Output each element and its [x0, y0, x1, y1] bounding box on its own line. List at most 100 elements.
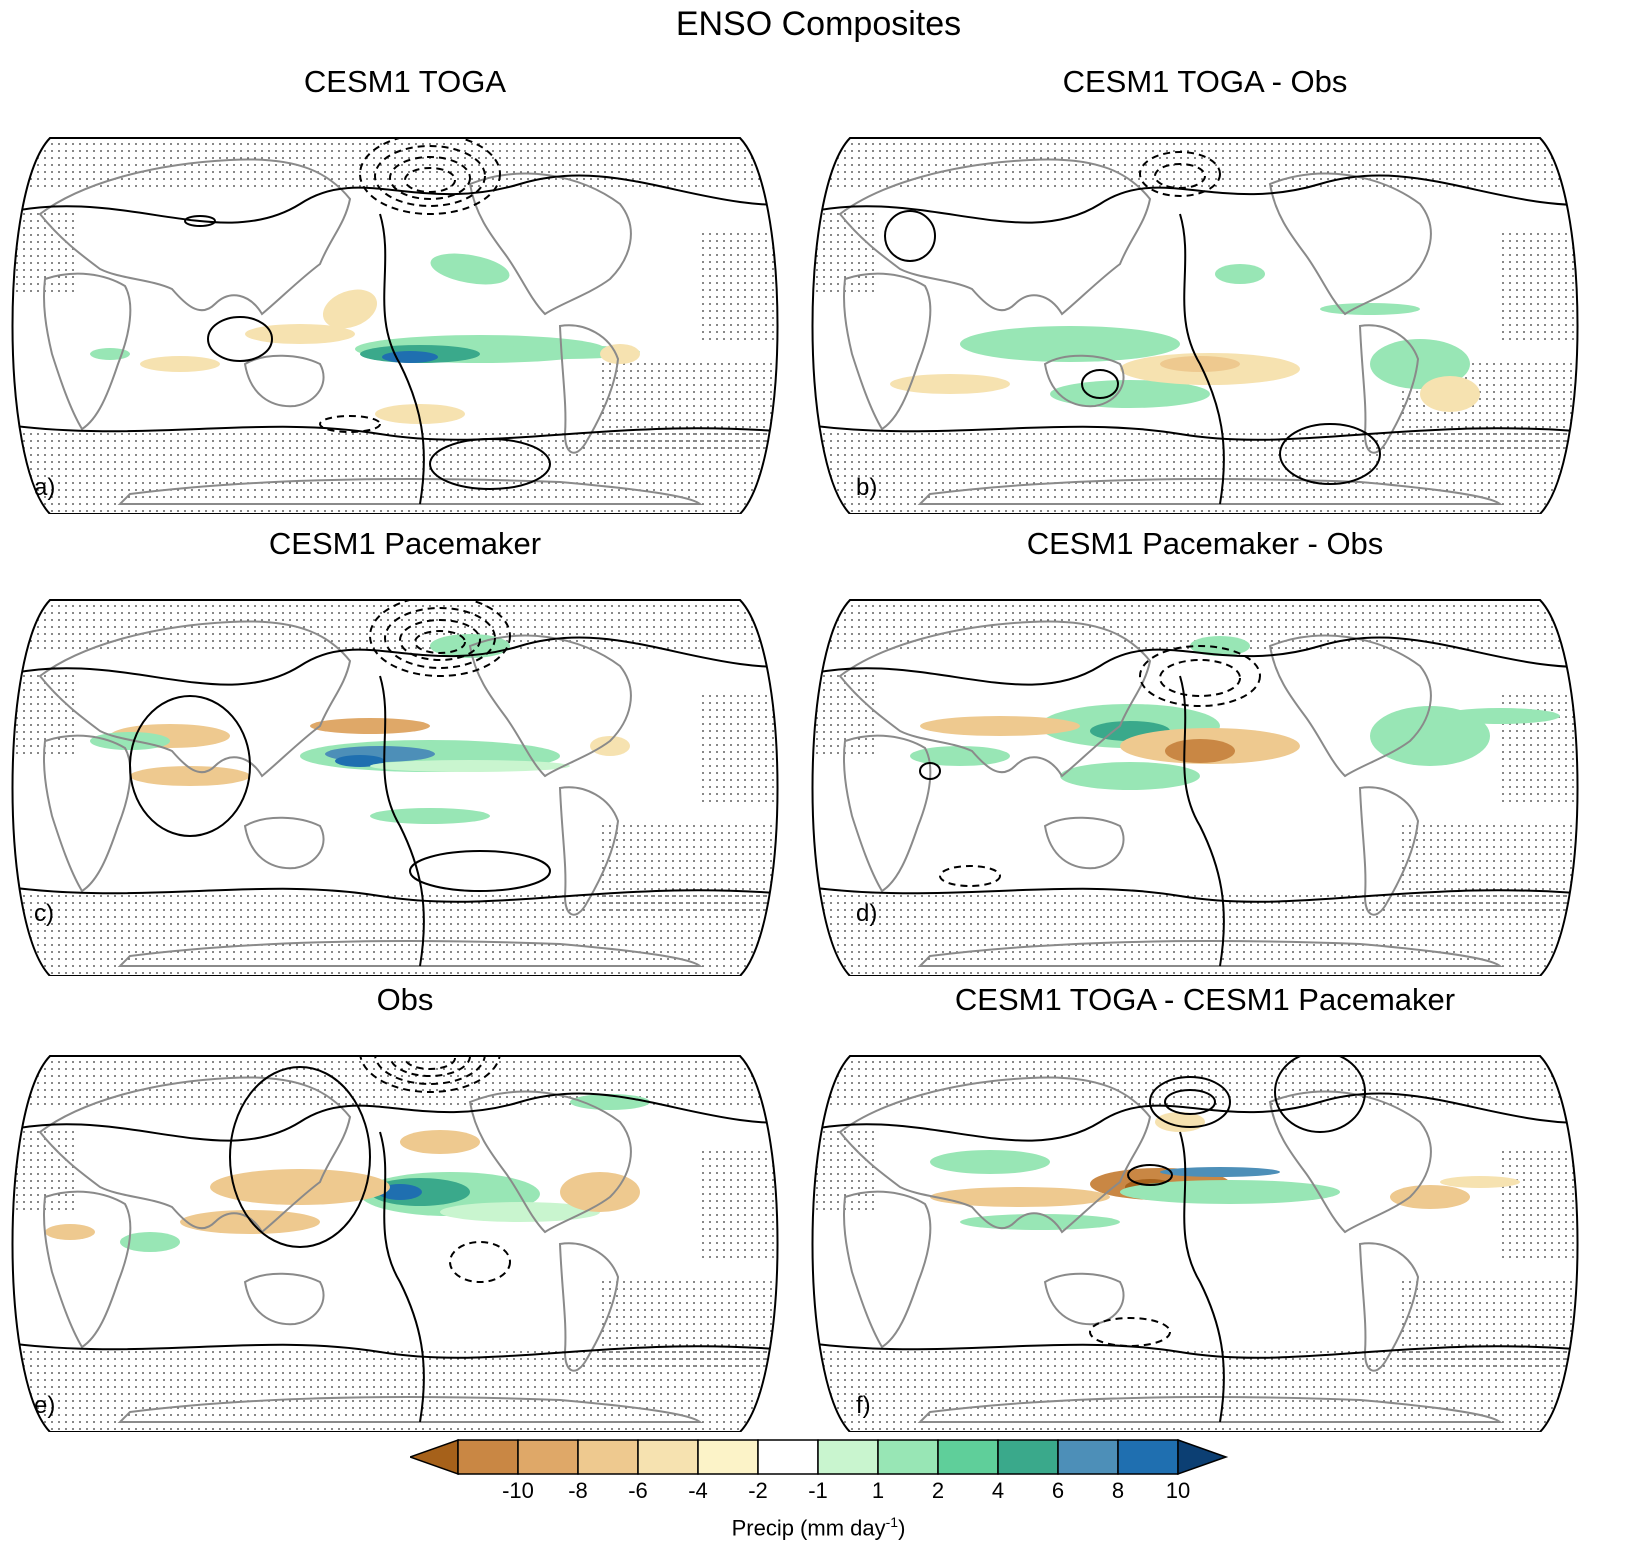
map-border	[811, 137, 1579, 514]
precip-anomaly	[480, 345, 640, 359]
zero-contour	[12, 1341, 778, 1359]
zero-contour	[1179, 675, 1225, 967]
colorbar-swatch	[637, 1439, 699, 1475]
slp-contour	[374, 145, 486, 207]
precip-anomaly	[590, 736, 630, 756]
zero-contour	[812, 636, 1578, 686]
colorbar-tick-label: 6	[1051, 1478, 1065, 1503]
zero-contour	[379, 1131, 425, 1423]
panel-letter-a: a)	[34, 474, 56, 501]
precip-anomaly	[370, 808, 490, 824]
slp-contour	[1089, 1317, 1171, 1347]
contour-layer	[12, 138, 778, 505]
map-background	[812, 600, 1578, 976]
precip-anomaly	[1050, 380, 1210, 408]
coastline	[38, 158, 352, 316]
slp-contour	[389, 1056, 471, 1077]
coastline	[38, 620, 352, 778]
colorbar-swatch	[1057, 1439, 1119, 1475]
precip-anomaly	[1320, 303, 1420, 315]
colorbar-swatch	[877, 1439, 939, 1475]
precip-anomaly	[400, 1130, 480, 1154]
coastline	[558, 324, 620, 454]
zero-contour	[12, 423, 778, 441]
stipple-layer	[16, 605, 778, 974]
map-e	[11, 1055, 779, 1432]
slp-contour	[319, 415, 381, 433]
precip-fill-layer	[910, 636, 1560, 790]
coastline	[117, 478, 703, 505]
coastline	[558, 786, 620, 916]
slp-contour	[414, 630, 466, 654]
map-b	[811, 137, 1579, 514]
colorbar	[410, 1438, 1229, 1476]
slp-contour	[919, 762, 941, 780]
precip-anomaly	[930, 1150, 1050, 1174]
precip-anomaly	[382, 351, 438, 363]
panel-title-c: CESM1 Pacemaker	[268, 526, 542, 561]
slp-contour	[1139, 645, 1261, 707]
coastline	[842, 272, 932, 431]
panel-title-a: CESM1 TOGA	[303, 64, 507, 99]
coastline	[842, 734, 932, 893]
map-panel-b: CESM1 TOGA - Obs b)	[800, 64, 1610, 514]
slp-contour	[1159, 659, 1241, 697]
colorbar-max-arrow	[1177, 1438, 1229, 1476]
colorbar-swatch	[457, 1439, 519, 1475]
coastline	[838, 1076, 1152, 1234]
colorbar-tick-label: -6	[628, 1478, 648, 1503]
zero-contour	[1179, 1131, 1225, 1423]
map-panel-f: CESM1 TOGA - CESM1 Pacemaker f)	[800, 982, 1610, 1432]
panel-title-d: CESM1 Pacemaker - Obs	[1026, 526, 1384, 561]
map-panel-d: CESM1 Pacemaker - Obs d)	[800, 526, 1610, 976]
precip-anomaly	[120, 1232, 180, 1252]
panel-letter-f: f)	[856, 1392, 871, 1419]
coastline	[42, 272, 132, 431]
coastline	[558, 1242, 620, 1372]
zero-contour	[812, 885, 1578, 903]
map-c	[11, 599, 779, 976]
panel-letter-e: e)	[34, 1392, 56, 1419]
precip-fill-layer	[890, 264, 1480, 412]
colorbar-tick-label: 1	[871, 1478, 885, 1503]
coastline	[117, 940, 703, 967]
precip-anomaly	[1390, 1185, 1470, 1209]
precip-anomaly	[560, 1172, 640, 1212]
slp-contour	[229, 1066, 371, 1248]
map-border	[11, 1055, 779, 1432]
colorbar-swatch	[757, 1439, 819, 1475]
coastline-layer	[38, 1076, 703, 1423]
coastline	[838, 620, 1152, 778]
precip-anomaly	[1165, 739, 1235, 763]
precip-anomaly	[322, 289, 378, 329]
slp-contour	[1139, 151, 1221, 197]
slp-contour	[1274, 1056, 1366, 1133]
precip-anomaly	[440, 1202, 600, 1222]
slp-contour	[384, 607, 496, 669]
colorbar-tick-label: 4	[991, 1478, 1005, 1503]
precip-anomaly	[45, 1224, 95, 1240]
precip-anomaly	[430, 253, 510, 285]
contour-layer	[812, 1056, 1578, 1423]
coastline	[1358, 1242, 1420, 1372]
slp-contour	[207, 316, 273, 362]
coastline	[243, 354, 325, 408]
precip-anomaly	[1215, 264, 1265, 284]
precip-anomaly	[130, 766, 250, 786]
colorbar-title: Precip (mm day-1)	[0, 1508, 1637, 1542]
coastline	[468, 634, 632, 778]
map-d	[811, 599, 1579, 976]
coastline-layer	[838, 620, 1503, 967]
coastline	[243, 1272, 325, 1326]
colorbar-tick-label: -4	[688, 1478, 708, 1503]
zero-contour	[12, 636, 778, 686]
precip-anomaly	[310, 718, 430, 734]
colorbar-swatch	[937, 1439, 999, 1475]
coastline	[1358, 324, 1420, 454]
map-background	[812, 1056, 1578, 1432]
map-background	[812, 138, 1578, 514]
contour-layer	[812, 151, 1578, 505]
map-background	[12, 138, 778, 514]
precip-anomaly	[1420, 376, 1480, 412]
slp-contour	[939, 865, 1001, 887]
